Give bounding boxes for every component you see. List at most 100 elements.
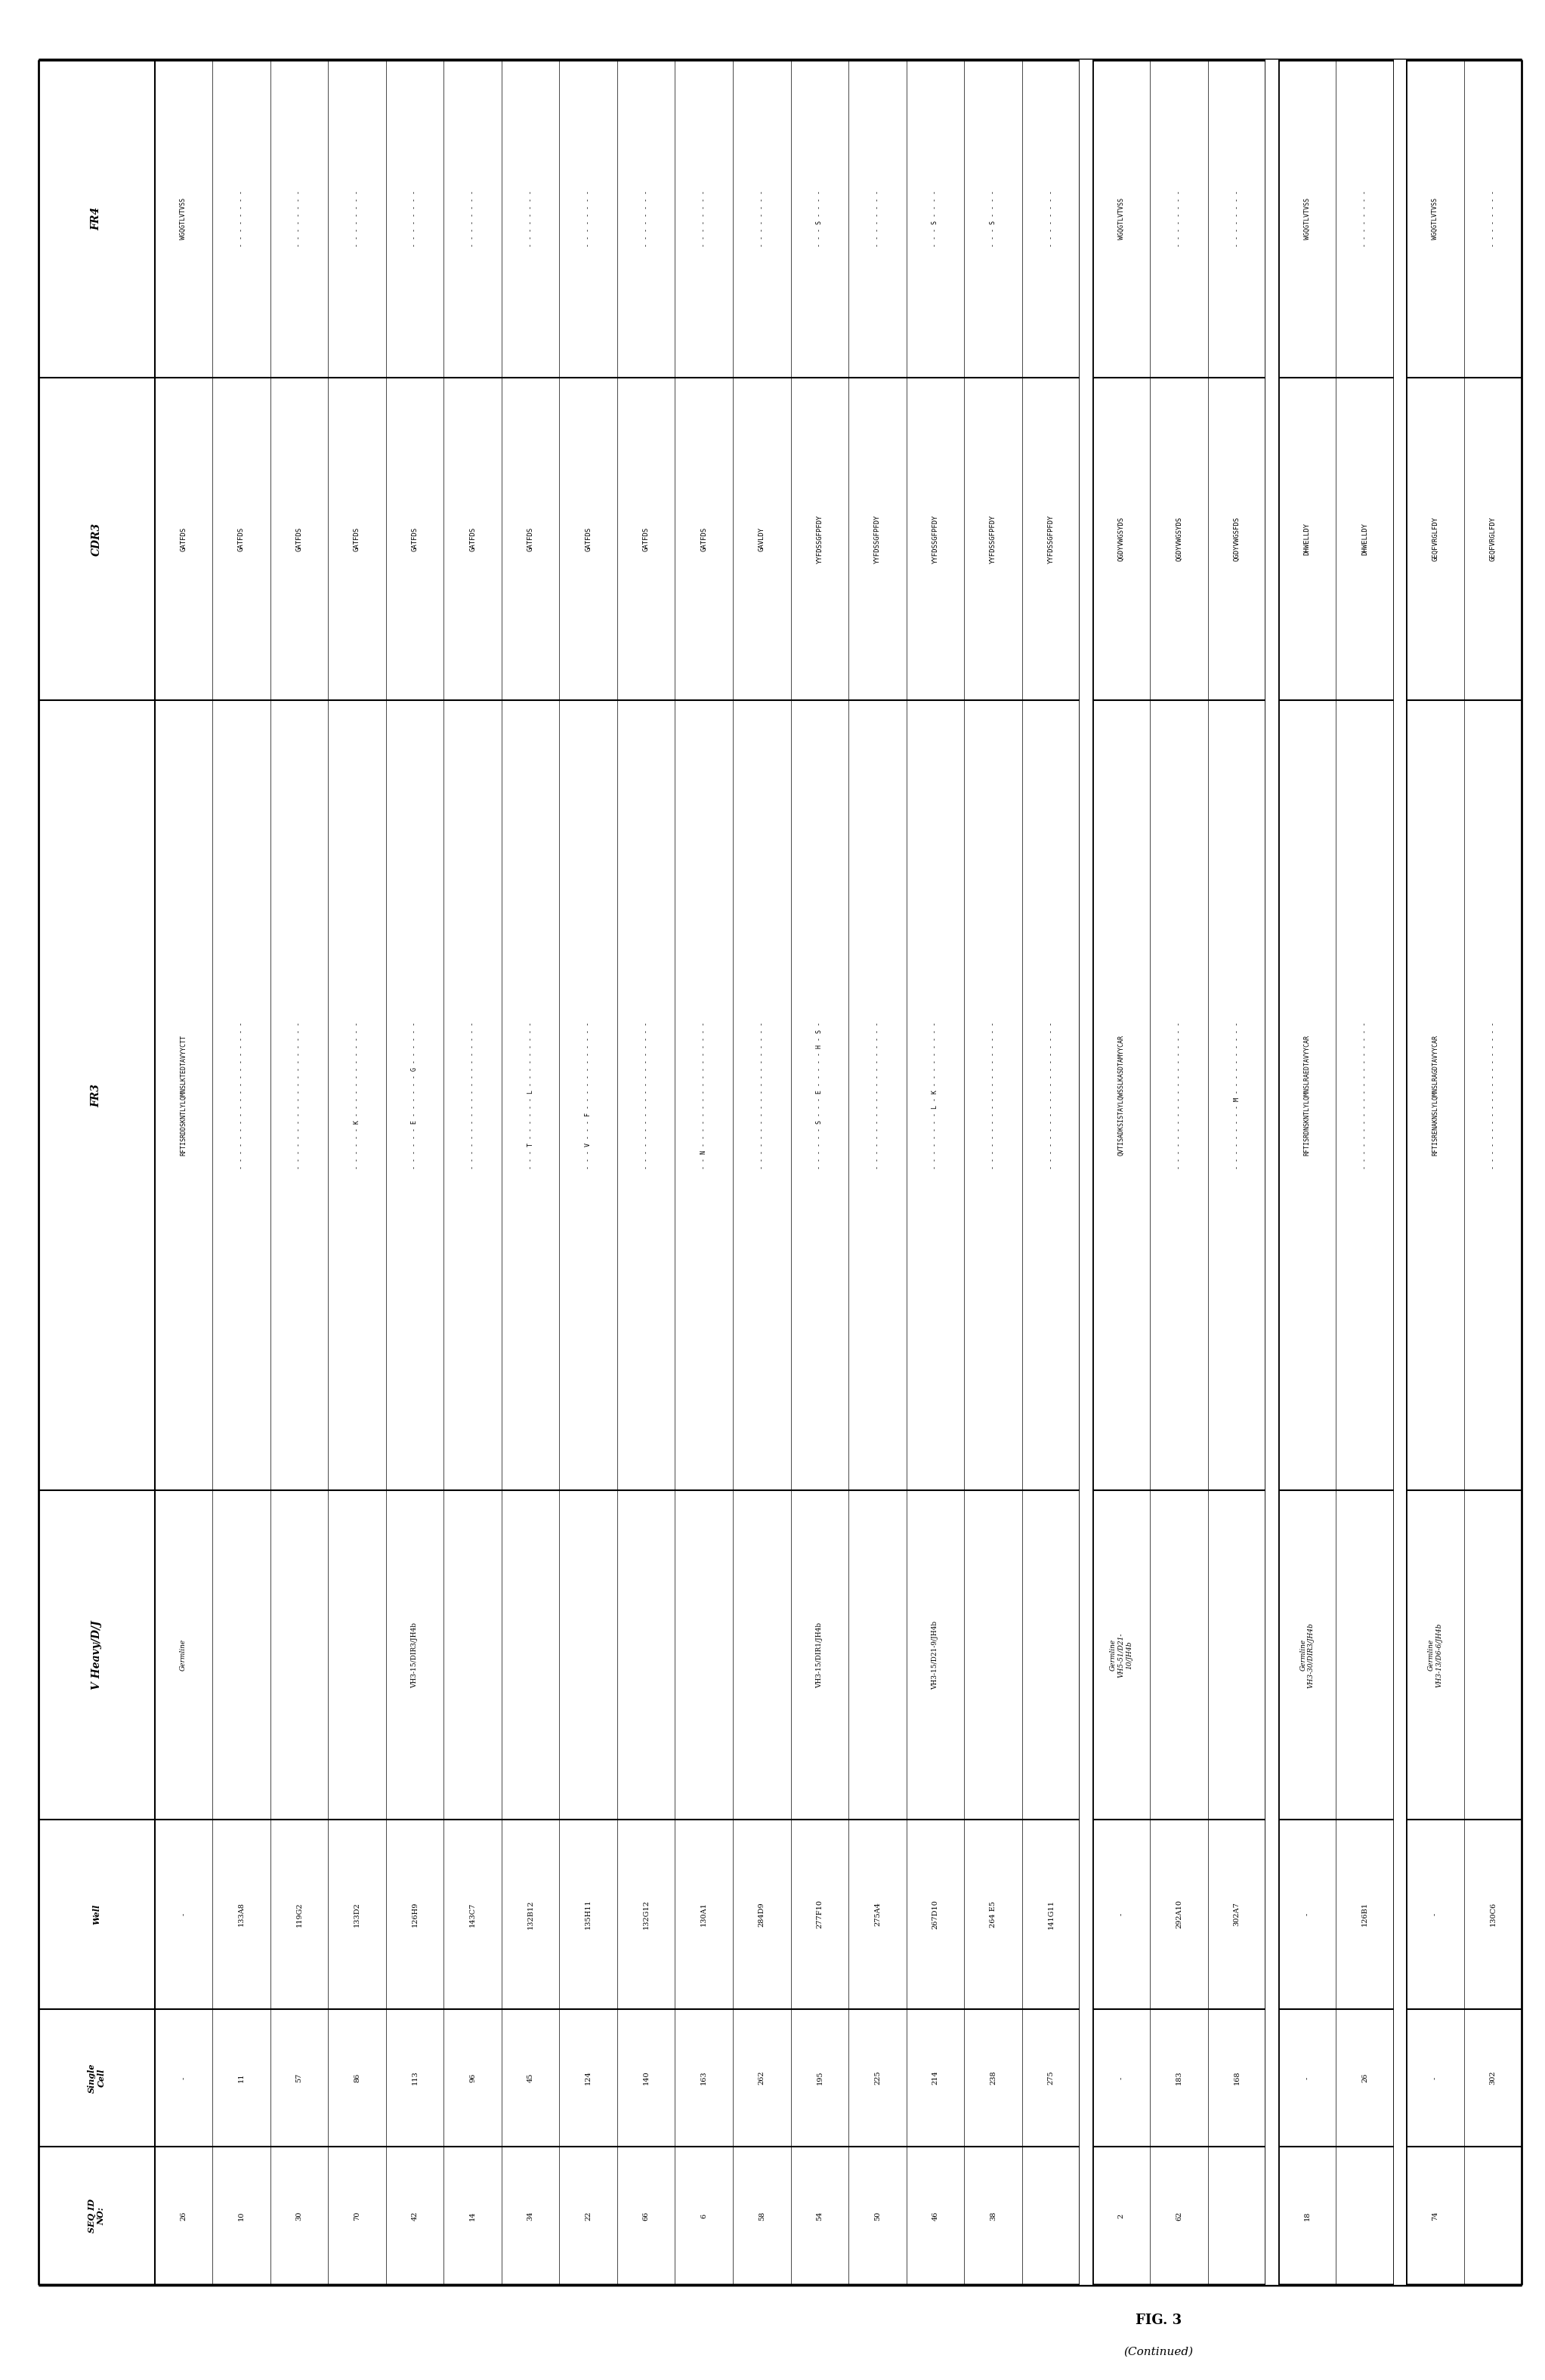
Text: 132G12: 132G12: [643, 1899, 649, 1930]
Text: 130A1: 130A1: [700, 1902, 708, 1925]
Text: 277F10: 277F10: [816, 1899, 823, 1928]
Text: GATFDS: GATFDS: [238, 526, 244, 552]
Text: GATFDS: GATFDS: [527, 526, 535, 552]
Text: - - - - - - E - - - - - - G - - - - - -: - - - - - - E - - - - - - G - - - - - -: [411, 1021, 419, 1169]
Text: 284D9: 284D9: [759, 1902, 765, 1925]
Text: 26: 26: [181, 2211, 187, 2221]
Text: Germline: Germline: [181, 1640, 187, 1671]
Text: GATFDS: GATFDS: [470, 526, 476, 552]
Text: - - - - - - - - - - - - - - - - - - - -: - - - - - - - - - - - - - - - - - - - -: [1176, 1021, 1182, 1169]
Text: FR3: FR3: [91, 1083, 102, 1107]
Text: 2: 2: [1117, 2213, 1125, 2218]
Text: WGQGTLVTVSS: WGQGTLVTVSS: [1117, 198, 1125, 240]
Text: 302A7: 302A7: [1233, 1902, 1241, 1925]
Text: 264 E5: 264 E5: [990, 1902, 997, 1928]
Text: 302: 302: [1489, 2071, 1496, 2085]
Text: - - - - - - - -: - - - - - - - -: [759, 190, 765, 248]
Text: - - - - - - - -: - - - - - - - -: [1048, 190, 1054, 248]
Text: 225: 225: [874, 2071, 881, 2085]
Text: 14: 14: [470, 2211, 476, 2221]
Text: - - - - - - - - - - - - - - - - - - - -: - - - - - - - - - - - - - - - - - - - -: [1489, 1021, 1496, 1169]
Text: - - - - - - K - - - - - - - - - - - - -: - - - - - - K - - - - - - - - - - - - -: [354, 1021, 360, 1169]
Text: -: -: [181, 1914, 187, 1916]
Text: YYFDSSGFPFDY: YYFDSSGFPFDY: [932, 514, 939, 564]
Text: FR4: FR4: [91, 207, 102, 231]
Text: - - - - - - - - - - - - - - - - - - - -: - - - - - - - - - - - - - - - - - - - -: [1361, 1021, 1369, 1169]
Text: 46: 46: [932, 2211, 939, 2221]
Text: Germline
VH3-13/D6-6/JH4b: Germline VH3-13/D6-6/JH4b: [1428, 1623, 1443, 1687]
Text: 183: 183: [1176, 2071, 1182, 2085]
Text: 57: 57: [295, 2073, 303, 2082]
Text: YYFDSSGFPFDY: YYFDSSGFPFDY: [874, 514, 881, 564]
Text: GATFDS: GATFDS: [295, 526, 303, 552]
Text: - - - - - - - - - - - - - - - - - - - -: - - - - - - - - - - - - - - - - - - - -: [874, 1021, 881, 1169]
Text: 126H9: 126H9: [411, 1902, 419, 1928]
Text: 70: 70: [354, 2211, 360, 2221]
Text: 133A8: 133A8: [238, 1902, 244, 1925]
Text: 130C6: 130C6: [1489, 1902, 1496, 1925]
Text: 18: 18: [1304, 2211, 1310, 2221]
Text: 135H11: 135H11: [586, 1899, 592, 1930]
Text: GATFDS: GATFDS: [643, 526, 649, 552]
Text: - - - - - - - -: - - - - - - - -: [527, 190, 535, 248]
Text: GEQFVRGLFDY: GEQFVRGLFDY: [1432, 516, 1438, 562]
Text: RFTISRENAKNSLYLQMNSLRAGDTAVYYCAR: RFTISRENAKNSLYLQMNSLRAGDTAVYYCAR: [1432, 1035, 1438, 1157]
Bar: [1265, 60, 1278, 2285]
Text: - - - - - - - - - - - - - - - - - - - -: - - - - - - - - - - - - - - - - - - - -: [759, 1021, 765, 1169]
Text: 58: 58: [759, 2211, 765, 2221]
Text: 26: 26: [1361, 2073, 1369, 2082]
Text: - - - V - - - F - - - - - - - - - - - -: - - - V - - - F - - - - - - - - - - - -: [586, 1021, 592, 1169]
Text: 214: 214: [932, 2071, 939, 2085]
Text: WGQGTLVTVSS: WGQGTLVTVSS: [1304, 198, 1310, 240]
Text: - - - - - - - - - - - - - - - - - - - -: - - - - - - - - - - - - - - - - - - - -: [470, 1021, 476, 1169]
Text: - - - - - - - -: - - - - - - - -: [1361, 190, 1369, 248]
Text: 275: 275: [1048, 2071, 1054, 2085]
Text: CDR3: CDR3: [91, 521, 102, 555]
Text: V Heavy/D/J: V Heavy/D/J: [91, 1621, 102, 1690]
Text: YYFDSSGFPFDY: YYFDSSGFPFDY: [1048, 514, 1054, 564]
Text: DHWELLDY: DHWELLDY: [1361, 524, 1369, 555]
Text: -: -: [181, 2078, 187, 2080]
Text: 168: 168: [1233, 2071, 1241, 2085]
Text: FIG. 3: FIG. 3: [1136, 2313, 1182, 2328]
Text: - - - - - - - - - M - - - - - - - - - -: - - - - - - - - - M - - - - - - - - - -: [1233, 1021, 1241, 1169]
Text: - - - S - - - -: - - - S - - - -: [816, 190, 823, 248]
Text: -: -: [1117, 1914, 1125, 1916]
Text: WGQGTLVTVSS: WGQGTLVTVSS: [181, 198, 187, 240]
Text: 124: 124: [586, 2071, 592, 2085]
Bar: [1394, 60, 1406, 2285]
Text: VH3-15/DIR1/JH4b: VH3-15/DIR1/JH4b: [816, 1623, 823, 1687]
Text: GATFDS: GATFDS: [354, 526, 360, 552]
Text: GATFDS: GATFDS: [586, 526, 592, 552]
Text: - - - - - - - - - - - - - - - - - - - -: - - - - - - - - - - - - - - - - - - - -: [295, 1021, 303, 1169]
Text: - - - - - - - -: - - - - - - - -: [586, 190, 592, 248]
Text: - - - S - - - -: - - - S - - - -: [990, 190, 997, 248]
Text: - - - - - - - -: - - - - - - - -: [643, 190, 649, 248]
Text: 62: 62: [1176, 2211, 1182, 2221]
Text: - - - - - - - - L - K - - - - - - - - -: - - - - - - - - L - K - - - - - - - - -: [932, 1021, 939, 1169]
Text: YYFDSSGFPFDY: YYFDSSGFPFDY: [816, 514, 823, 564]
Text: GATFDS: GATFDS: [411, 526, 419, 552]
Text: 143C7: 143C7: [470, 1902, 476, 1925]
Bar: [1080, 60, 1092, 2285]
Text: - - - - - - - - - - - - - - - - - - - -: - - - - - - - - - - - - - - - - - - - -: [990, 1021, 997, 1169]
Text: 113: 113: [411, 2071, 419, 2085]
Text: DHWELLDY: DHWELLDY: [1304, 524, 1310, 555]
Text: - - - - - - - -: - - - - - - - -: [470, 190, 476, 248]
Text: 54: 54: [816, 2211, 823, 2221]
Text: - - - - - - - -: - - - - - - - -: [874, 190, 881, 248]
Text: 34: 34: [527, 2211, 535, 2221]
Text: -: -: [1117, 2078, 1125, 2080]
Text: 38: 38: [990, 2211, 997, 2221]
Text: Single
Cell: Single Cell: [88, 2063, 105, 2092]
Text: 262: 262: [759, 2071, 765, 2085]
Text: 195: 195: [816, 2071, 823, 2085]
Text: GAVLDY: GAVLDY: [759, 526, 765, 552]
Text: RFTISRDNSKNTLYLQMNSLRAEDTAVYYCAR: RFTISRDNSKNTLYLQMNSLRAEDTAVYYCAR: [1304, 1035, 1310, 1157]
Text: 66: 66: [643, 2211, 649, 2221]
Text: 267D10: 267D10: [932, 1899, 939, 1928]
Text: - - - - - - - -: - - - - - - - -: [700, 190, 708, 248]
Text: Germline
VH3-30/DIR3/JH4b: Germline VH3-30/DIR3/JH4b: [1299, 1623, 1315, 1687]
Text: - - - - - - - -: - - - - - - - -: [354, 190, 360, 248]
Text: - - - - - - - - - - - - - - - - - - - -: - - - - - - - - - - - - - - - - - - - -: [1048, 1021, 1054, 1169]
